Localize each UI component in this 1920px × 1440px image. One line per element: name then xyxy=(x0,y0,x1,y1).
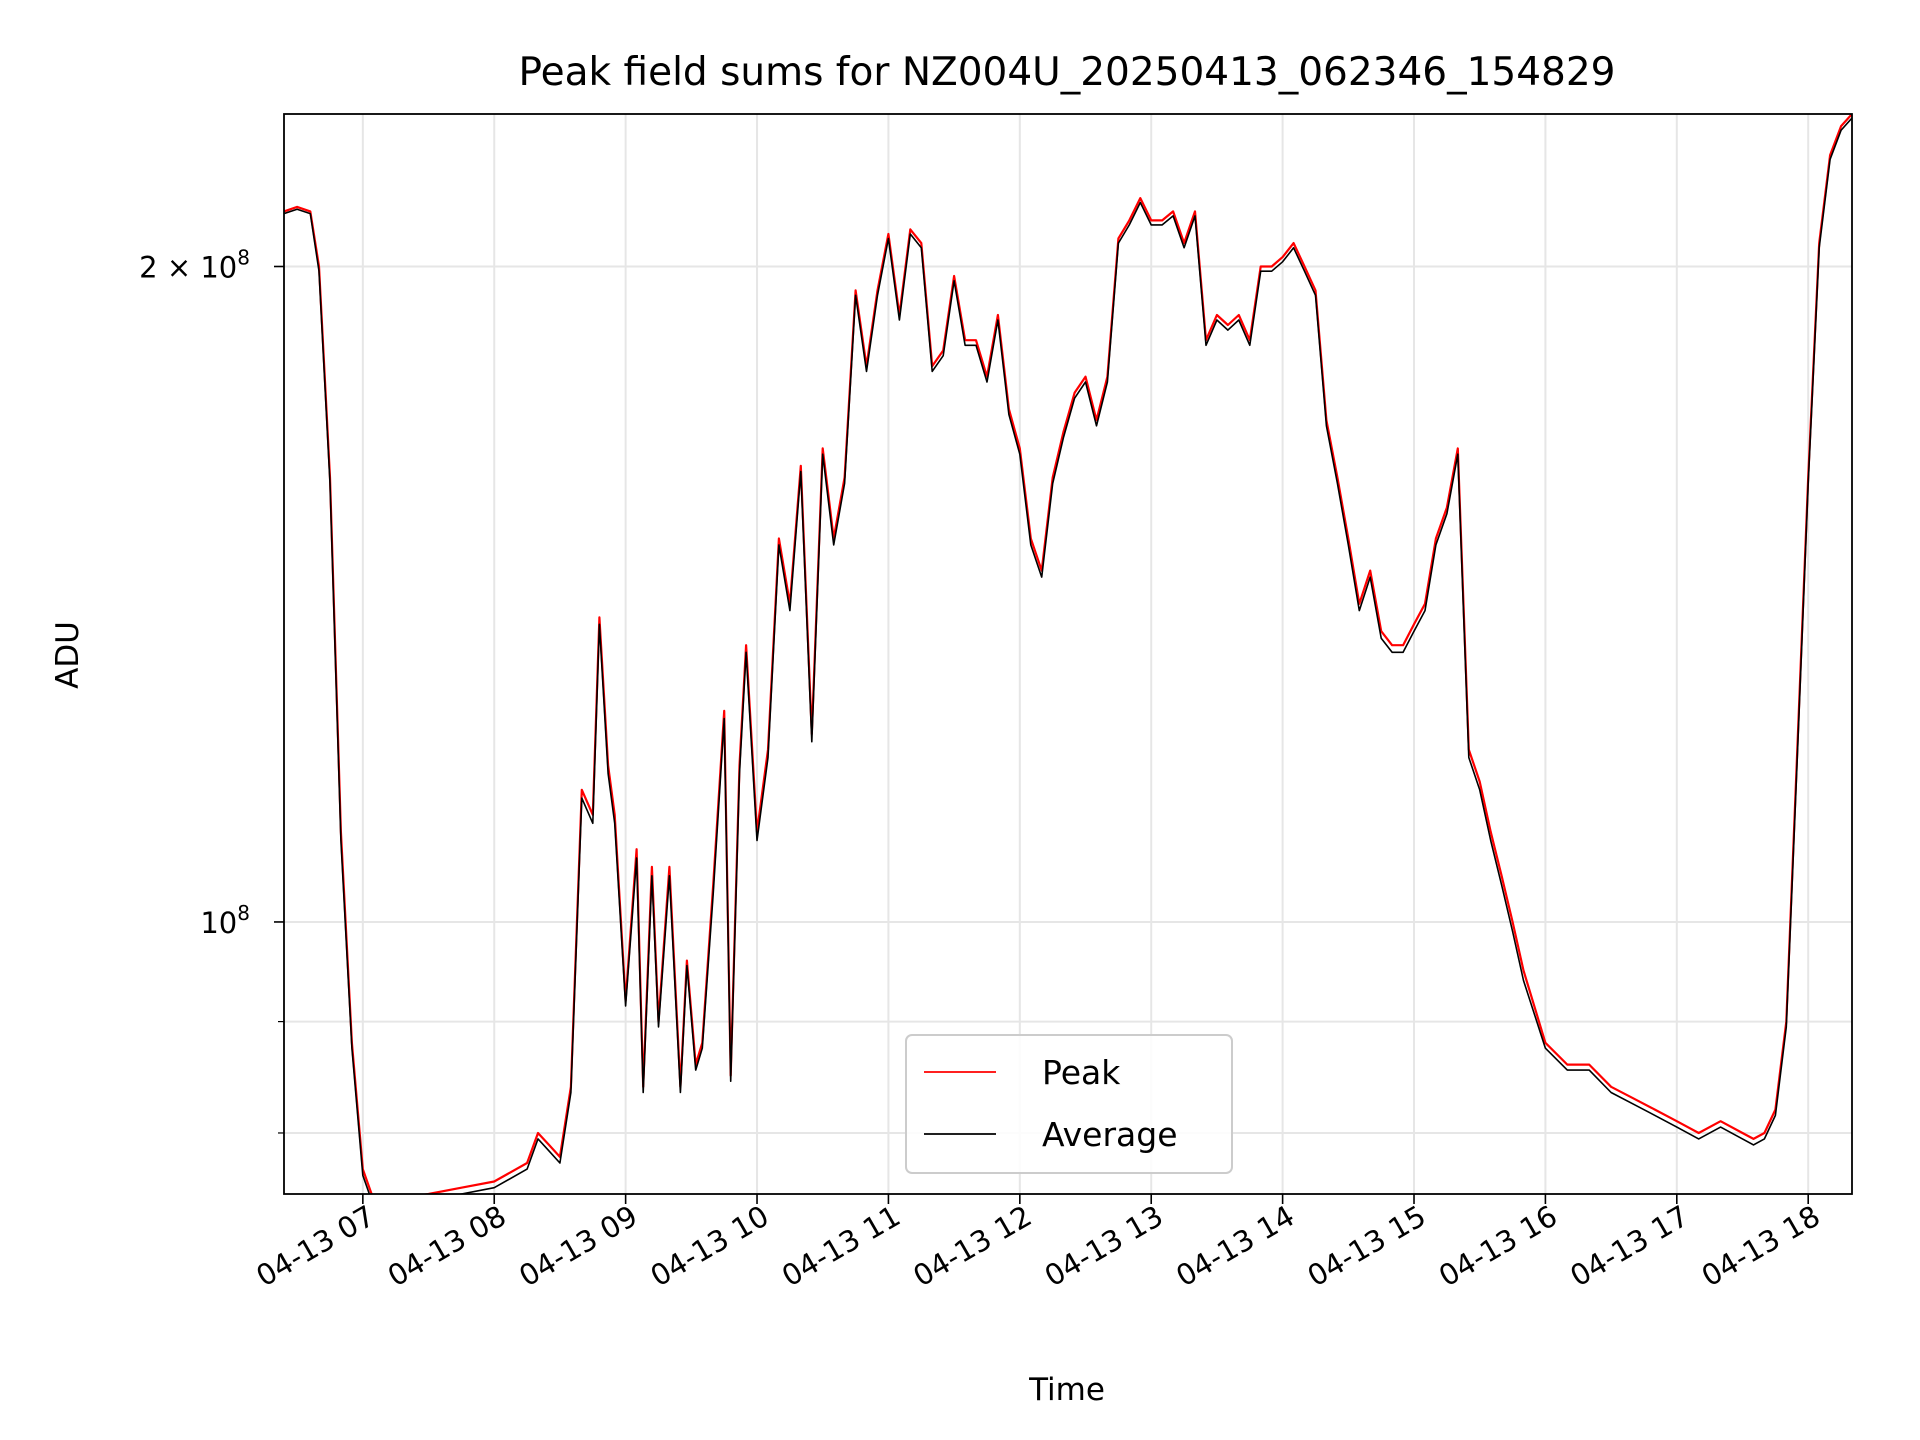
legend-label-average: Average xyxy=(1042,1115,1178,1154)
x-tick-label: 04-13 13 xyxy=(1039,1199,1169,1294)
x-tick-label: 04-13 10 xyxy=(645,1199,775,1294)
x-tick-label: 04-13 09 xyxy=(513,1199,643,1294)
legend: Peak Average xyxy=(905,1034,1233,1174)
series-line-average xyxy=(284,117,1852,1194)
plot-frame xyxy=(283,113,1853,1195)
x-tick-label: 04-13 07 xyxy=(250,1199,380,1294)
chart-title: Peak field sums for NZ004U_20250413_0623… xyxy=(519,50,1616,95)
x-tick-label: 04-13 17 xyxy=(1564,1199,1694,1294)
plot-background xyxy=(284,114,1852,1194)
x-tick-label: 04-13 11 xyxy=(776,1199,906,1294)
x-tick-label: 04-13 18 xyxy=(1696,1199,1826,1294)
x-axis-label: Time xyxy=(1028,1372,1105,1408)
y-axis-label: ADU xyxy=(50,621,86,689)
x-tick-label: 04-13 14 xyxy=(1170,1199,1300,1294)
legend-box xyxy=(905,1034,1233,1174)
y-tick-label: 108 xyxy=(200,901,250,940)
y-tick-label: 2 × 108 xyxy=(139,245,250,284)
legend-label-peak: Peak xyxy=(1042,1053,1121,1092)
x-tick-label: 04-13 16 xyxy=(1433,1199,1563,1294)
x-tick-label: 04-13 08 xyxy=(382,1199,512,1294)
x-tick-label: 04-13 12 xyxy=(907,1199,1037,1294)
x-tick-label: 04-13 15 xyxy=(1302,1199,1432,1294)
